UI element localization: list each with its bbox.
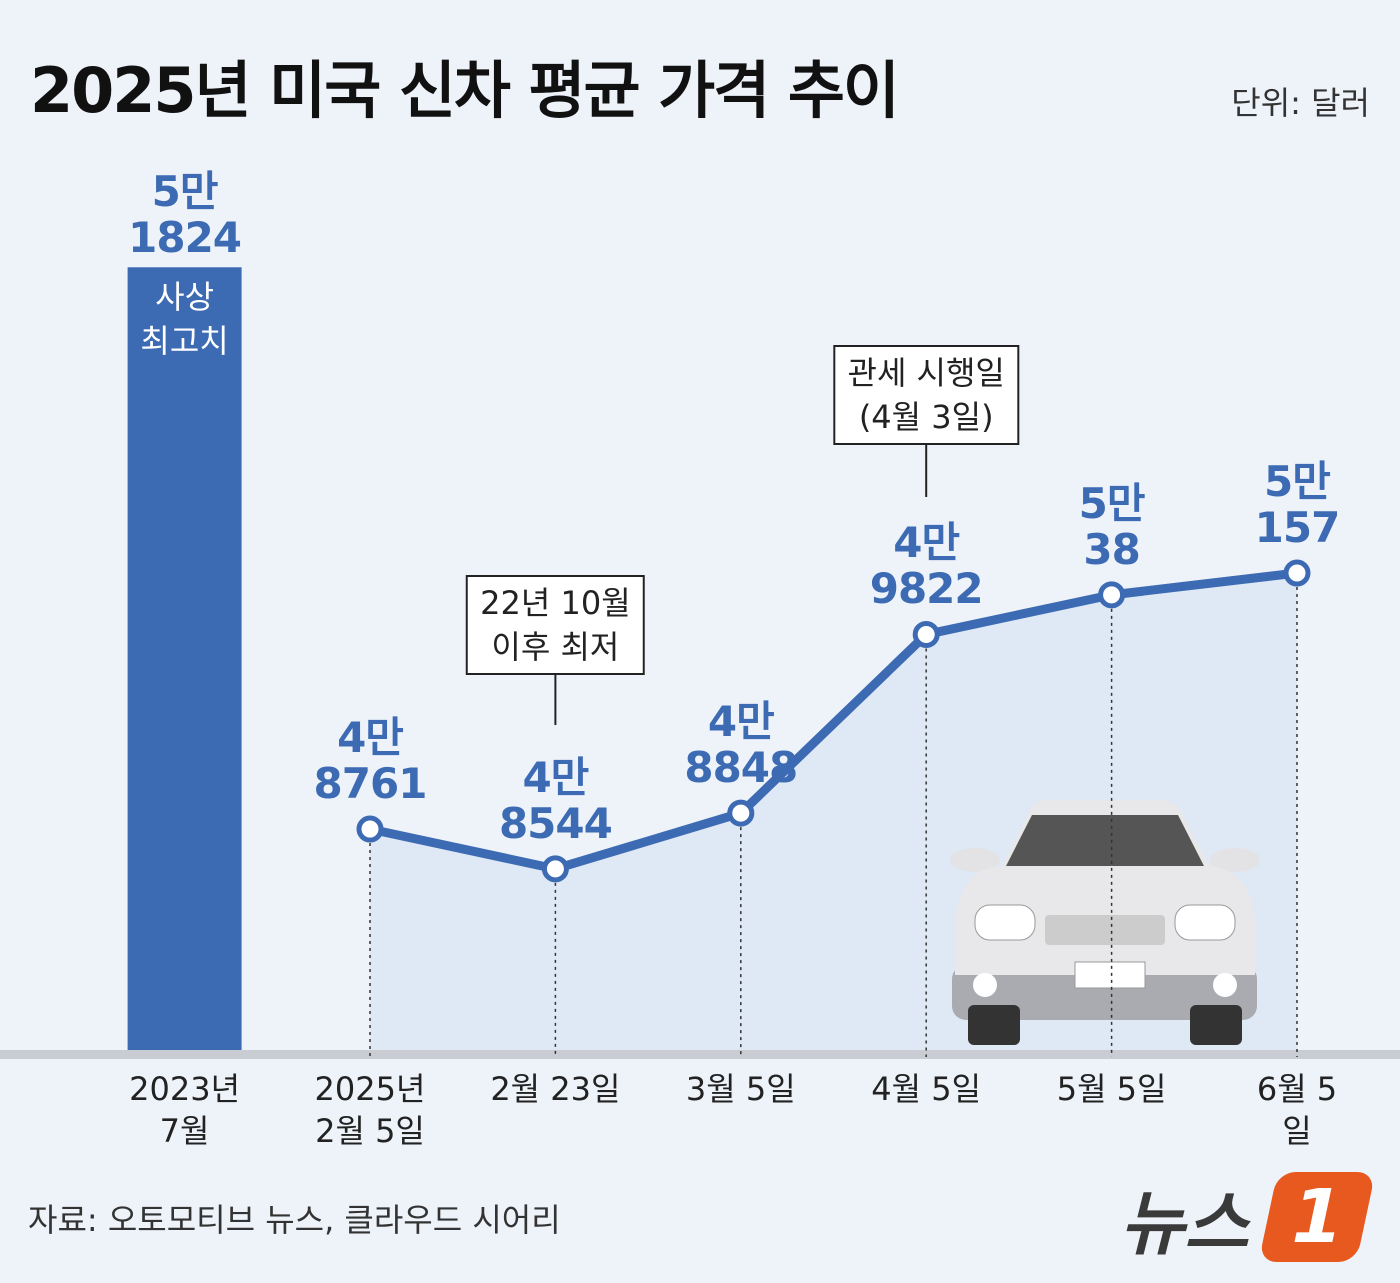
value-label: 4만 8761 <box>313 713 428 809</box>
value-label: 5만 157 <box>1254 457 1341 553</box>
marker <box>356 815 384 843</box>
x-tick-label: 6월 5일 <box>1256 1070 1338 1150</box>
value-label: 5만 38 <box>1078 478 1146 574</box>
logo-mark: 1 <box>1258 1172 1376 1262</box>
baseline <box>0 1050 1400 1059</box>
x-tick-label: 4월 5일 <box>871 1070 982 1108</box>
chart-title: 2025년 미국 신차 평균 가격 추이 <box>30 54 900 127</box>
x-tick-label: 2025년 2월 5일 <box>314 1070 426 1150</box>
marker <box>541 855 569 883</box>
marker <box>1098 581 1126 609</box>
value-label: 4만 8544 <box>498 752 613 848</box>
x-tick-label: 3월 5일 <box>685 1070 796 1108</box>
source: 자료: 오토모티브 뉴스, 클라우드 시어리 <box>28 1201 561 1239</box>
x-tick-label: 2023년 7월 <box>129 1070 241 1150</box>
value-label: 4만 8848 <box>684 697 798 793</box>
bar <box>127 267 242 1054</box>
annotation: 관세 시행일 (4월 3일) <box>833 345 1019 445</box>
logo-text: 뉴스 <box>1120 1183 1249 1265</box>
annotation: 22년 10월 이후 최저 <box>466 575 645 675</box>
car-illustration <box>950 800 1260 1045</box>
marker <box>727 799 755 827</box>
marker <box>1283 559 1311 587</box>
line <box>369 568 1298 874</box>
value-label: 4만 9822 <box>869 518 984 614</box>
marker <box>912 620 940 648</box>
annotation: 사상 최고치 <box>140 278 229 360</box>
value-label: 5만 1824 <box>128 167 242 263</box>
unit-label: 단위: 달러 <box>1231 84 1370 122</box>
x-tick-label: 2월 23일 <box>490 1070 621 1108</box>
x-tick-label: 5월 5일 <box>1056 1070 1167 1108</box>
